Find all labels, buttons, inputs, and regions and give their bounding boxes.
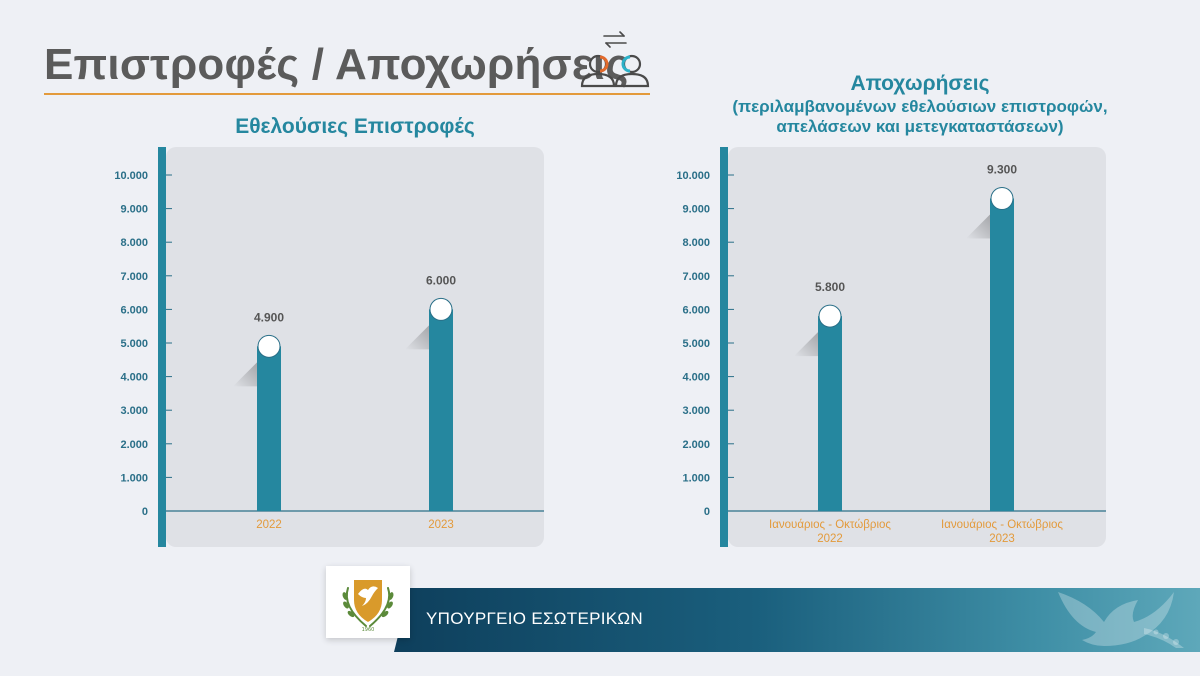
chart-1-y-tick-label: 1.000 bbox=[120, 472, 148, 484]
chart-1-y-tick-label: 10.000 bbox=[114, 170, 148, 182]
chart-2-x-tick-label: Ιανουάριος - Οκτώβριος bbox=[941, 519, 1063, 531]
chart-1: 0 1.000 2.000 3.000 4.000 5.000 6.000 7.000 8.00… bbox=[114, 147, 544, 547]
chart-1-bar bbox=[429, 309, 453, 511]
chart-1-bar-marker bbox=[257, 334, 281, 358]
chart-1-y-tick-label: 2.000 bbox=[120, 439, 148, 451]
chart-1-y-tick-label: 3.000 bbox=[120, 405, 148, 417]
chart-2-bar bbox=[990, 198, 1014, 511]
chart-2-y-tick-label: 3.000 bbox=[682, 405, 710, 417]
chart-2-x-tick-label: 2023 bbox=[989, 533, 1015, 545]
chart-1-y-axis-bar bbox=[158, 147, 166, 547]
chart-2-y-tick-label: 8.000 bbox=[682, 237, 710, 249]
chart-1-y-tick-label: 5.000 bbox=[120, 338, 148, 350]
chart-2-title-text: Αποχωρήσεις bbox=[850, 72, 990, 95]
chart-2-subtitle-line-1: (περιλαμβανομένων εθελούσιων επιστροφών, bbox=[732, 97, 1108, 116]
chart-1-y-tick-label: 4.000 bbox=[120, 372, 148, 384]
chart-2: 0 1.000 2.000 3.000 4.000 5.000 6.000 7.000 8.00… bbox=[676, 147, 1106, 547]
chart-2-y-tick-label: 10.000 bbox=[676, 170, 710, 182]
chart-1-title: Εθελούσιες Επιστροφές bbox=[160, 114, 550, 140]
svg-text:1960: 1960 bbox=[362, 627, 375, 632]
chart-2-data-label: 5.800 bbox=[815, 280, 845, 294]
chart-2-y-tick-label: 4.000 bbox=[682, 372, 710, 384]
page-title: Επιστροφές / Αποχωρήσεις bbox=[44, 40, 629, 89]
title-underline bbox=[44, 93, 650, 95]
chart-1-data-label: 6.000 bbox=[426, 273, 456, 287]
chart-2-bar-marker bbox=[990, 187, 1014, 211]
chart-1-y-tick-label: 6.000 bbox=[120, 304, 148, 316]
chart-1-title-text: Εθελούσιες Επιστροφές bbox=[235, 115, 475, 138]
dove-icon bbox=[1058, 592, 1184, 648]
chart-2-x-tick-label: 2022 bbox=[817, 533, 843, 545]
cyprus-emblem-icon: 1960 bbox=[342, 580, 394, 632]
chart-1-x-tick-label: 2023 bbox=[428, 519, 454, 531]
chart-2-bar bbox=[818, 316, 842, 511]
chart-2-subtitle-line-2: απελάσεων και μετεγκαταστάσεων) bbox=[776, 117, 1064, 136]
chart-2-y-tick-label: 5.000 bbox=[682, 338, 710, 350]
chart-2-y-tick-label: 2.000 bbox=[682, 439, 710, 451]
chart-2-y-tick-label: 9.000 bbox=[682, 204, 710, 216]
chart-2-y-tick-label: 6.000 bbox=[682, 304, 710, 316]
chart-2-y-tick-label: 0 bbox=[704, 506, 710, 518]
chart-1-y-tick-label: 8.000 bbox=[120, 237, 148, 249]
chart-2-x-tick-label: Ιανουάριος - Οκτώβριος bbox=[769, 519, 891, 531]
chart-1-y-tick-label: 0 bbox=[142, 506, 148, 518]
chart-1-y-tick-label: 9.000 bbox=[120, 204, 148, 216]
chart-1-bar bbox=[257, 346, 281, 511]
chart-2-y-axis-bar bbox=[720, 147, 728, 547]
chart-2-data-label: 9.300 bbox=[987, 163, 1017, 177]
chart-1-x-tick-label: 2022 bbox=[256, 519, 282, 531]
chart-2-y-tick-label: 1.000 bbox=[682, 472, 710, 484]
chart-2-y-tick-label: 7.000 bbox=[682, 271, 710, 283]
chart-1-data-label: 4.900 bbox=[254, 310, 284, 324]
chart-1-bar-marker bbox=[429, 297, 453, 321]
people-exchange-icon bbox=[580, 31, 650, 88]
footer-banner bbox=[394, 588, 1200, 652]
chart-1-panel bbox=[166, 147, 544, 547]
ministry-name: ΥΠΟΥΡΓΕΙΟ ΕΣΩΤΕΡΙΚΩΝ bbox=[426, 609, 644, 628]
chart-2-bar-marker bbox=[818, 304, 842, 328]
chart-2-title: Αποχωρήσεις (περιλαμβανομένων εθελούσιων… bbox=[690, 71, 1150, 137]
chart-2-panel bbox=[728, 147, 1106, 547]
chart-1-y-tick-label: 7.000 bbox=[120, 271, 148, 283]
